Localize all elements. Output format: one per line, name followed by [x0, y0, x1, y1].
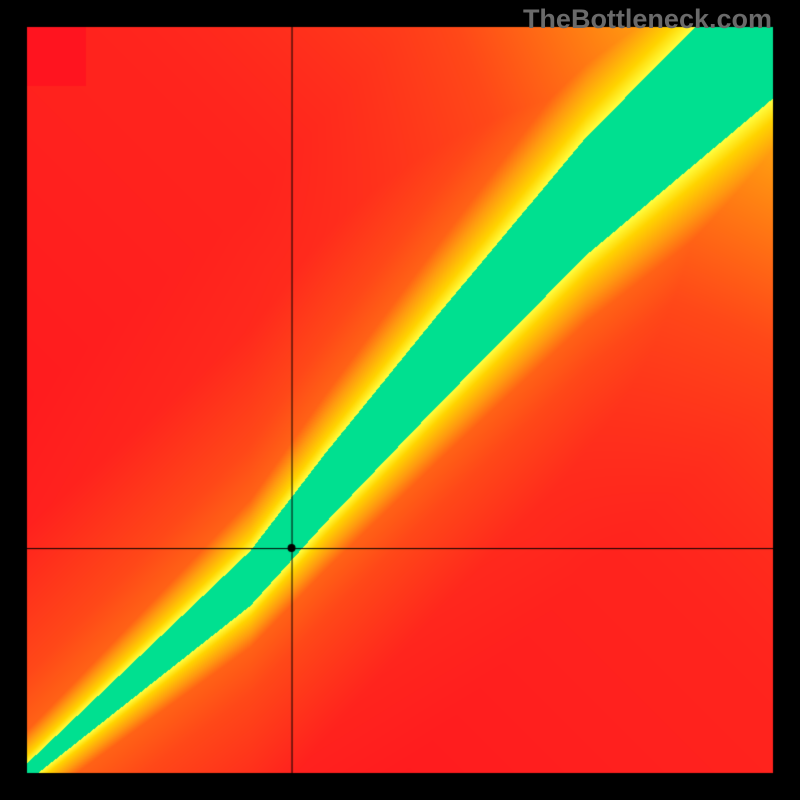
watermark-text: TheBottleneck.com	[523, 4, 772, 35]
heatmap-canvas	[0, 0, 800, 800]
chart-frame: TheBottleneck.com	[0, 0, 800, 800]
